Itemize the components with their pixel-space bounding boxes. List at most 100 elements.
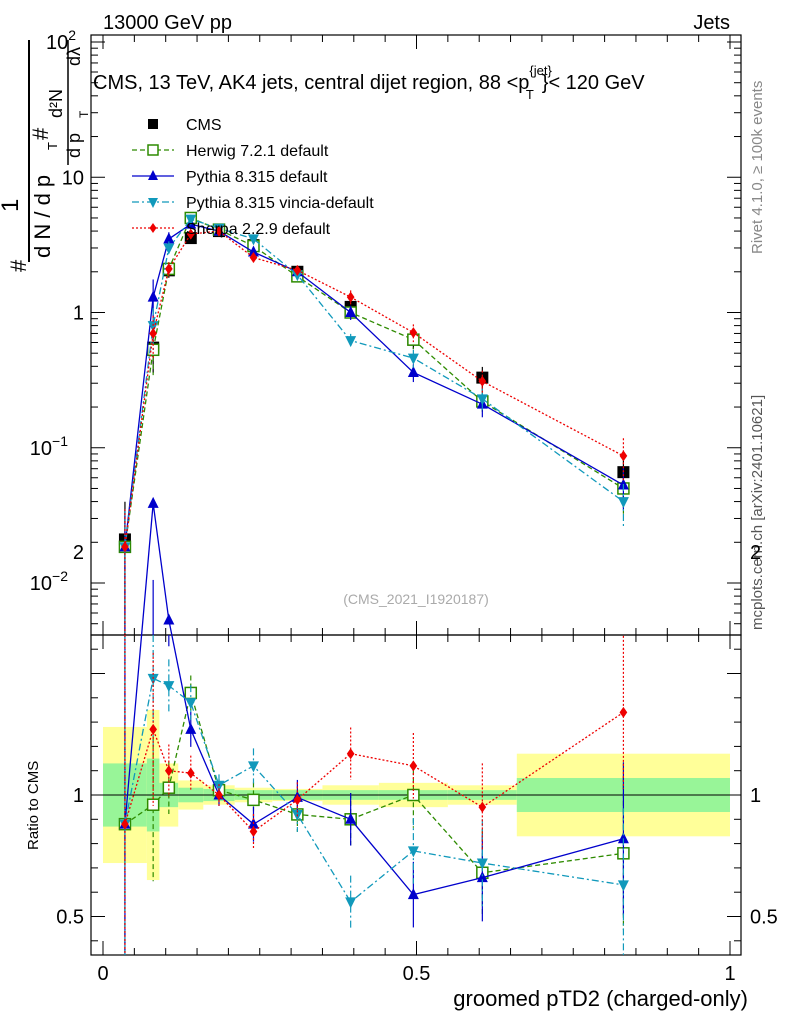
- marker-diamond: [409, 760, 418, 772]
- y-tick-label: 10−1: [30, 433, 68, 460]
- marker-triangle-down: [185, 698, 197, 710]
- series-line-sherpa: [124, 230, 624, 547]
- ratio-axis-ticks: 0 0.5 1 2 2 1 1 0.5 0.5: [56, 542, 778, 985]
- main-plot-area: [118, 211, 630, 635]
- marker-triangle-up: [147, 290, 159, 302]
- marker-triangle-up: [345, 812, 357, 824]
- marker-triangle-up: [407, 366, 419, 378]
- side-label-bottom: mcplots.cern.ch [arXiv:2401.10621]: [749, 395, 766, 630]
- marker-diamond: [293, 794, 302, 806]
- ylabel-hash-2: #: [28, 127, 53, 140]
- ratio-line-sherpa: [124, 711, 624, 833]
- ylabel-hash-1: #: [6, 259, 31, 272]
- series-line-vincia: [124, 218, 624, 547]
- marker-triangle-up: [147, 496, 159, 508]
- marker-triangle-down: [148, 198, 158, 208]
- plot-title: CMS, 13 TeV, AK4 jets, central dijet reg…: [93, 63, 645, 102]
- marker-diamond: [293, 264, 302, 276]
- marker-diamond: [619, 706, 628, 718]
- marker-triangle-down: [247, 761, 259, 773]
- ylabel-dn: d N / d p: [30, 175, 55, 258]
- title-main: CMS, 13 TeV, AK4 jets, central dijet reg…: [93, 72, 529, 94]
- analysis-label: (CMS_2021_I1920187): [343, 591, 489, 607]
- marker-diamond: [121, 818, 129, 830]
- ratio-plot-area: [91, 496, 741, 955]
- marker-triangle-down: [345, 897, 357, 909]
- marker-diamond: [186, 228, 195, 240]
- x-tick-label: 0.5: [403, 963, 431, 985]
- legend: CMS Herwig 7.2.1 default Pythia 8.315 defa…: [132, 117, 374, 238]
- marker-diamond: [215, 789, 223, 801]
- marker-diamond: [164, 765, 173, 777]
- ylabel-t-2: T: [77, 110, 91, 118]
- marker-diamond: [164, 263, 173, 275]
- marker-triangle-down: [147, 673, 159, 685]
- marker-triangle-down: [213, 780, 225, 792]
- marker-diamond: [149, 723, 158, 735]
- title-tail: }< 120 GeV: [542, 72, 646, 94]
- marker-diamond: [249, 825, 258, 837]
- series-line-pythia: [124, 223, 624, 547]
- legend-label-cms: CMS: [186, 117, 222, 134]
- marker-diamond: [478, 801, 487, 813]
- marker-triangle-up: [345, 306, 357, 317]
- y-tick-label: 10: [62, 167, 84, 189]
- ratio-tick-label: 1: [73, 785, 84, 807]
- legend-label-vincia: Pythia 8.315 vincia-default: [186, 195, 374, 212]
- marker-triangle-down: [407, 846, 419, 858]
- header-left: 13000 GeV pp: [103, 12, 232, 34]
- marker-diamond: [215, 225, 223, 237]
- marker-triangle-down: [407, 353, 419, 365]
- x-axis-label: groomed pTD2 (charged-only): [453, 986, 748, 1011]
- marker-diamond: [478, 375, 487, 387]
- legend-label-herwig: Herwig 7.2.1 default: [186, 143, 329, 160]
- legend-label-pythia: Pythia 8.315 default: [186, 169, 328, 186]
- marker-triangle-up: [185, 722, 197, 734]
- marker-diamond: [346, 748, 355, 760]
- marker-open-square: [147, 144, 159, 156]
- marker-square: [148, 119, 158, 129]
- y-tick-label: 102: [46, 27, 76, 54]
- ylabel-dl: dλ: [64, 47, 84, 66]
- x-tick-label: 0: [97, 963, 108, 985]
- marker-triangle-down: [163, 681, 175, 693]
- marker-triangle-down: [247, 234, 259, 246]
- marker-diamond: [249, 252, 258, 264]
- marker-triangle-down: [476, 394, 488, 406]
- header-right: Jets: [693, 12, 730, 34]
- marker-triangle-down: [617, 497, 629, 509]
- marker-triangle-down: [185, 214, 197, 226]
- marker-diamond: [149, 223, 157, 233]
- ratio-tick-label-right: 0.5: [750, 907, 778, 929]
- marker-diamond: [149, 327, 158, 339]
- ylabel-dp: d p: [64, 133, 84, 158]
- ratio-tick-label-right: 2: [750, 542, 761, 564]
- y-tick-label: 10−2: [30, 568, 68, 595]
- marker-open-square: [247, 793, 260, 807]
- marker-diamond: [619, 450, 628, 462]
- ylabel-one: 1: [0, 199, 24, 212]
- marker-triangle-up: [247, 245, 259, 257]
- marker-triangle-up: [407, 888, 419, 900]
- marker-diamond: [346, 291, 355, 303]
- svg-text:CMS, 13 TeV, AK4 jets, central: CMS, 13 TeV, AK4 jets, central dijet reg…: [93, 63, 645, 102]
- marker-triangle-up: [163, 613, 175, 625]
- marker-triangle-up: [617, 832, 629, 844]
- ratio-tick-label-right: 1: [750, 785, 761, 807]
- marker-diamond: [121, 541, 129, 553]
- marker-triangle-up: [476, 871, 488, 883]
- title-sup: {jet}: [529, 63, 552, 78]
- main-y-axis-label: # 1 d N / d p T # d p T d²N dλ: [0, 40, 91, 272]
- title-sub: T: [526, 87, 534, 102]
- side-label-top: Rivet 4.1.0, ≥ 100k events: [749, 81, 766, 254]
- marker-triangle-down: [617, 880, 629, 892]
- ratio-y-axis-label: Ratio to CMS: [25, 761, 42, 850]
- marker-triangle-down: [163, 243, 175, 255]
- series-line-herwig: [124, 217, 624, 547]
- ratio-tick-label: 2: [73, 542, 84, 564]
- marker-triangle-up: [163, 232, 175, 244]
- marker-diamond: [409, 327, 418, 339]
- x-tick-label: 1: [724, 963, 735, 985]
- marker-triangle-down: [345, 336, 357, 348]
